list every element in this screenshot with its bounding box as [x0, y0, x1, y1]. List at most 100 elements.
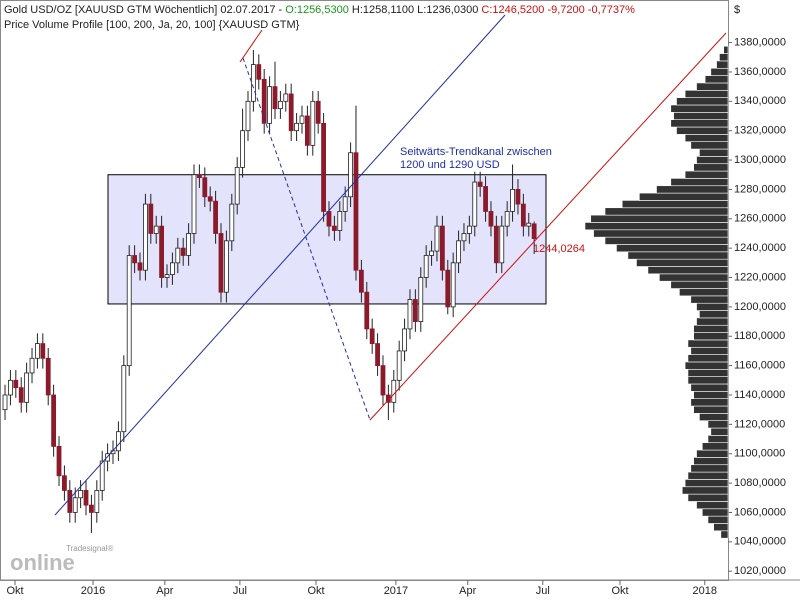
candle-body	[256, 64, 262, 80]
x-tick-label: 2016	[81, 585, 105, 597]
candle-body	[229, 203, 235, 242]
candle-body	[223, 240, 229, 293]
candle-body	[164, 274, 170, 278]
candle	[477, 171, 483, 197]
candle	[364, 281, 370, 340]
candle	[240, 108, 245, 178]
candle-body	[477, 181, 483, 187]
candle-body	[499, 225, 505, 264]
volume-profile-bar	[687, 471, 729, 480]
volume-profile-bar	[693, 163, 729, 172]
x-tick-label: Okt	[307, 585, 324, 597]
candle-body	[342, 196, 348, 212]
candle	[488, 201, 494, 237]
candle-body	[439, 225, 445, 271]
candle-body	[299, 115, 305, 124]
candle	[18, 377, 24, 413]
candle	[483, 176, 488, 222]
y-tick-label: 1200,0000	[734, 301, 786, 313]
volume-profile-bar	[699, 148, 729, 157]
currency: $	[734, 4, 740, 16]
trend-lines	[54, 14, 727, 516]
subtitle: Price Volume Profile [100, 200, Ja, 20, …	[4, 19, 300, 31]
y-tick-label: 1040,0000	[734, 536, 786, 548]
candle-body	[83, 490, 89, 506]
candle	[116, 421, 121, 462]
volume-profile-bar	[647, 266, 729, 275]
candle-body	[434, 225, 440, 252]
volume-profile-bar	[670, 178, 729, 187]
candle-body	[143, 203, 148, 271]
candle-body	[483, 186, 488, 212]
y-tick-label: 1140,0000	[734, 389, 785, 401]
candle	[396, 340, 402, 391]
candle	[418, 267, 424, 332]
candle-body	[472, 181, 478, 227]
candle	[450, 252, 456, 318]
volume-profile-bar	[604, 236, 729, 245]
candle-body	[353, 152, 359, 271]
logo-big: online	[10, 550, 75, 575]
y-tick-label: 1340,0000	[734, 95, 786, 107]
candle	[137, 252, 143, 281]
candle-body	[191, 174, 197, 234]
volume-profile-bar	[684, 90, 729, 98]
candle	[24, 362, 30, 413]
candle	[121, 355, 127, 442]
candle-body	[207, 196, 213, 202]
price-tag: 1244,0264	[533, 243, 585, 255]
volume-profile-bar	[713, 523, 729, 532]
annotation-line-1: Seitwärts-Trendkanal zwischen	[400, 146, 552, 158]
y-tick-label: 1260,0000	[734, 213, 786, 225]
candle	[83, 480, 89, 516]
candle-body	[29, 357, 35, 374]
candle-body	[180, 247, 186, 256]
x-tick-label: Jul	[233, 585, 247, 597]
candle	[277, 91, 283, 119]
volume-profile-bar	[590, 214, 729, 223]
candle	[191, 164, 197, 244]
candle-body	[488, 211, 494, 227]
candle	[331, 215, 337, 241]
candle-body	[331, 225, 337, 231]
candle	[294, 113, 299, 141]
candle	[304, 105, 310, 156]
candle	[8, 370, 13, 406]
candle-body	[326, 211, 332, 227]
candle-body	[423, 255, 429, 278]
candle	[520, 193, 526, 237]
volume-profile-bar	[687, 354, 729, 363]
candle-body	[261, 78, 267, 124]
y-tick-label: 1280,0000	[734, 183, 786, 195]
candle	[358, 259, 364, 303]
volume-profile-bar	[679, 288, 729, 297]
candle-body	[466, 225, 472, 234]
candle	[143, 193, 148, 281]
candle	[105, 443, 111, 472]
y-tick-label: 1080,0000	[734, 477, 786, 489]
candle	[412, 289, 418, 332]
candle	[326, 201, 332, 237]
volume-profile-bar	[616, 244, 729, 253]
candle	[153, 215, 159, 244]
volume-profile-bar	[687, 339, 729, 348]
candle	[29, 348, 35, 384]
candle-body	[186, 233, 192, 256]
y-tick-label: 1020,0000	[734, 565, 786, 577]
candle	[434, 215, 440, 262]
volume-profile-bar	[636, 258, 729, 267]
candle	[40, 333, 46, 369]
volume-profile-bar	[690, 398, 729, 407]
candle-body	[531, 223, 537, 239]
candle-body	[175, 247, 181, 264]
volume-profile-bar	[690, 383, 729, 392]
volume-profile-bar	[656, 185, 729, 194]
candle-body	[504, 211, 510, 227]
candle	[531, 221, 537, 254]
candle	[353, 105, 359, 281]
header-line: Gold USD/OZ [XAUUSD GTM Wöchentlich] 02.…	[4, 4, 635, 16]
candle-body	[24, 372, 30, 403]
y-tick-label: 1220,0000	[734, 271, 786, 283]
candle-body	[89, 504, 94, 513]
